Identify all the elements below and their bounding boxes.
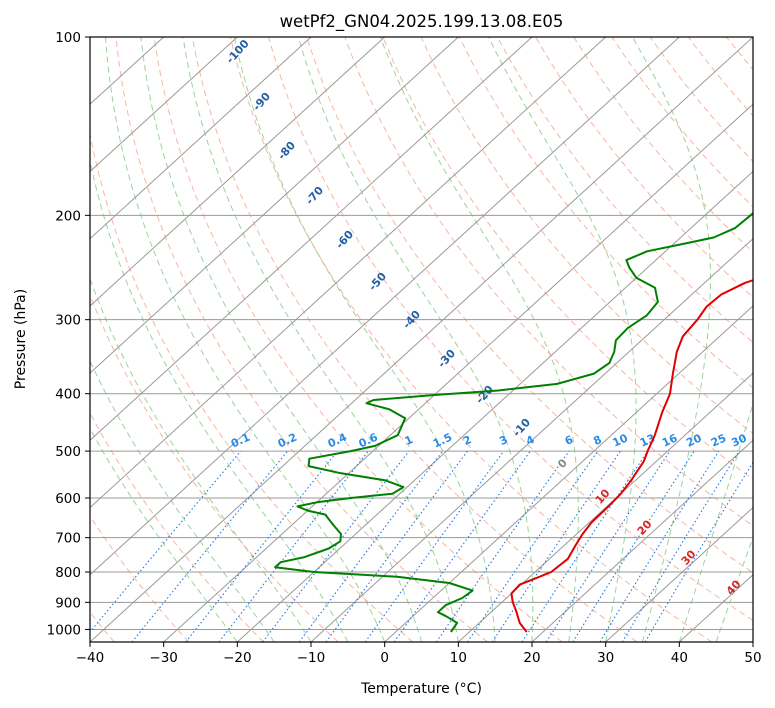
- isotherm-30: [605, 506, 753, 642]
- plot-area: -100-90-80-70-60-50-40-30-20-10010203040…: [90, 37, 770, 642]
- temperature-profile: [510, 279, 753, 633]
- isotherm-10: [457, 372, 753, 642]
- y-tick-label: 100: [55, 30, 81, 46]
- y-tick-label: 700: [55, 531, 81, 547]
- x-tick-label: −10: [297, 650, 326, 666]
- mixing-ratio-label: 30: [729, 431, 749, 449]
- mixing-ratio-0.2: [131, 450, 289, 642]
- mixing-ratio-8: [467, 450, 599, 642]
- isotherm--50: [90, 37, 680, 576]
- isotherms: [90, 37, 753, 642]
- moist-adiabat: [90, 427, 238, 642]
- mixing-ratio-20: [572, 450, 695, 642]
- moist-adiabat: [297, 37, 534, 642]
- x-tick-label: −40: [76, 650, 105, 666]
- isotherm--100: [90, 37, 312, 240]
- isotherm--40: [90, 37, 753, 642]
- isotherm-20: [531, 439, 753, 642]
- dry-adiabat: [306, 37, 753, 574]
- moist-adiabat: [488, 37, 637, 642]
- chart-title: wetPf2_GN04.2025.199.13.08.E05: [280, 12, 564, 32]
- mixing-ratio-label: 36: [750, 431, 770, 449]
- mixing-ratio-3: [364, 450, 505, 642]
- plot-frame: [89, 36, 754, 643]
- mixing-ratio-label: 10: [611, 431, 631, 449]
- mixing-ratio-6: [435, 450, 570, 642]
- mixing-ratio-0.1: [90, 450, 242, 633]
- mixing-ratio-label: 20: [684, 431, 704, 449]
- y-axis-label: Pressure (hPa): [13, 289, 29, 389]
- dry-adiabat: [90, 515, 190, 642]
- isotherm--30: [163, 103, 753, 642]
- mixing-ratio-4: [393, 450, 531, 642]
- dry-adiabat: [90, 131, 414, 642]
- y-tick-label: 200: [55, 208, 81, 224]
- mixing-ratio-13: [521, 450, 649, 642]
- isotherm--10: [310, 237, 753, 642]
- dry-adiabat: [496, 37, 753, 344]
- dewpoint-profile: [274, 212, 753, 633]
- x-tick-label: 20: [523, 650, 540, 666]
- x-tick-label: 40: [671, 650, 688, 666]
- isotherm--60: [90, 37, 607, 509]
- mixing-ratio-label: 16: [660, 431, 680, 449]
- x-tick-label: 50: [744, 650, 761, 666]
- isotherm--80: [90, 37, 459, 374]
- x-tick-label: 0: [380, 650, 389, 666]
- y-tick-label: 800: [55, 565, 81, 581]
- y-tick-label: 1000: [47, 622, 81, 638]
- x-tick-label: −20: [223, 650, 252, 666]
- x-tick-label: −30: [149, 650, 178, 666]
- isotherm--70: [90, 37, 533, 442]
- moist-adiabat: [90, 158, 349, 642]
- moist-adiabat: [182, 37, 459, 642]
- moist-adiabat: [140, 37, 422, 642]
- moist-adiabat: [380, 37, 579, 642]
- mixing-ratio-1.5: [298, 450, 444, 642]
- y-tick-label: 300: [55, 313, 81, 329]
- isotherm--110: [90, 37, 238, 173]
- dry-adiabat: [382, 37, 753, 481]
- mixing-ratio-1: [262, 450, 410, 642]
- sounding-profiles: [274, 212, 753, 633]
- x-axis-label: Temperature (°C): [360, 681, 482, 697]
- dry-adiabat: [535, 37, 753, 298]
- moist-adiabat: [233, 37, 496, 642]
- isotherm-0: [384, 305, 753, 642]
- y-tick-label: 900: [55, 595, 81, 611]
- dry-adiabat: [191, 37, 638, 642]
- dry-adiabat: [153, 37, 563, 642]
- isotherm--20: [236, 170, 753, 642]
- mixing-ratio-10: [491, 450, 621, 642]
- moist-adiabat: [90, 359, 275, 642]
- moist-adiabat: [105, 37, 386, 642]
- y-tick-label: 400: [55, 387, 81, 403]
- mixing-ratio-lines: [90, 450, 753, 642]
- mixing-ratio-2: [325, 450, 468, 642]
- mixing-ratio-0.4: [185, 450, 339, 642]
- moist-adiabat: [715, 535, 753, 642]
- mixing-ratio-label: 13: [638, 431, 657, 449]
- moist-adiabat: [632, 37, 711, 642]
- mixing-ratio-16: [545, 450, 671, 642]
- moist-adiabat: [678, 401, 753, 642]
- isotherm--90: [90, 37, 386, 307]
- x-tick-label: 30: [597, 650, 614, 666]
- dry-adiabat: [90, 412, 264, 642]
- y-tick-label: 500: [55, 444, 81, 460]
- mixing-ratio-30: [621, 450, 740, 642]
- dry-adiabat: [115, 37, 488, 642]
- mixing-ratio-label: 25: [709, 431, 728, 449]
- dry-adiabat: [268, 37, 753, 622]
- y-tick-label: 600: [55, 491, 81, 507]
- x-tick-label: 10: [450, 650, 467, 666]
- axes: −40 −30 −20 −10 0 10 20 30 40 50 1000 900 800 700 600 5…: [47, 30, 762, 666]
